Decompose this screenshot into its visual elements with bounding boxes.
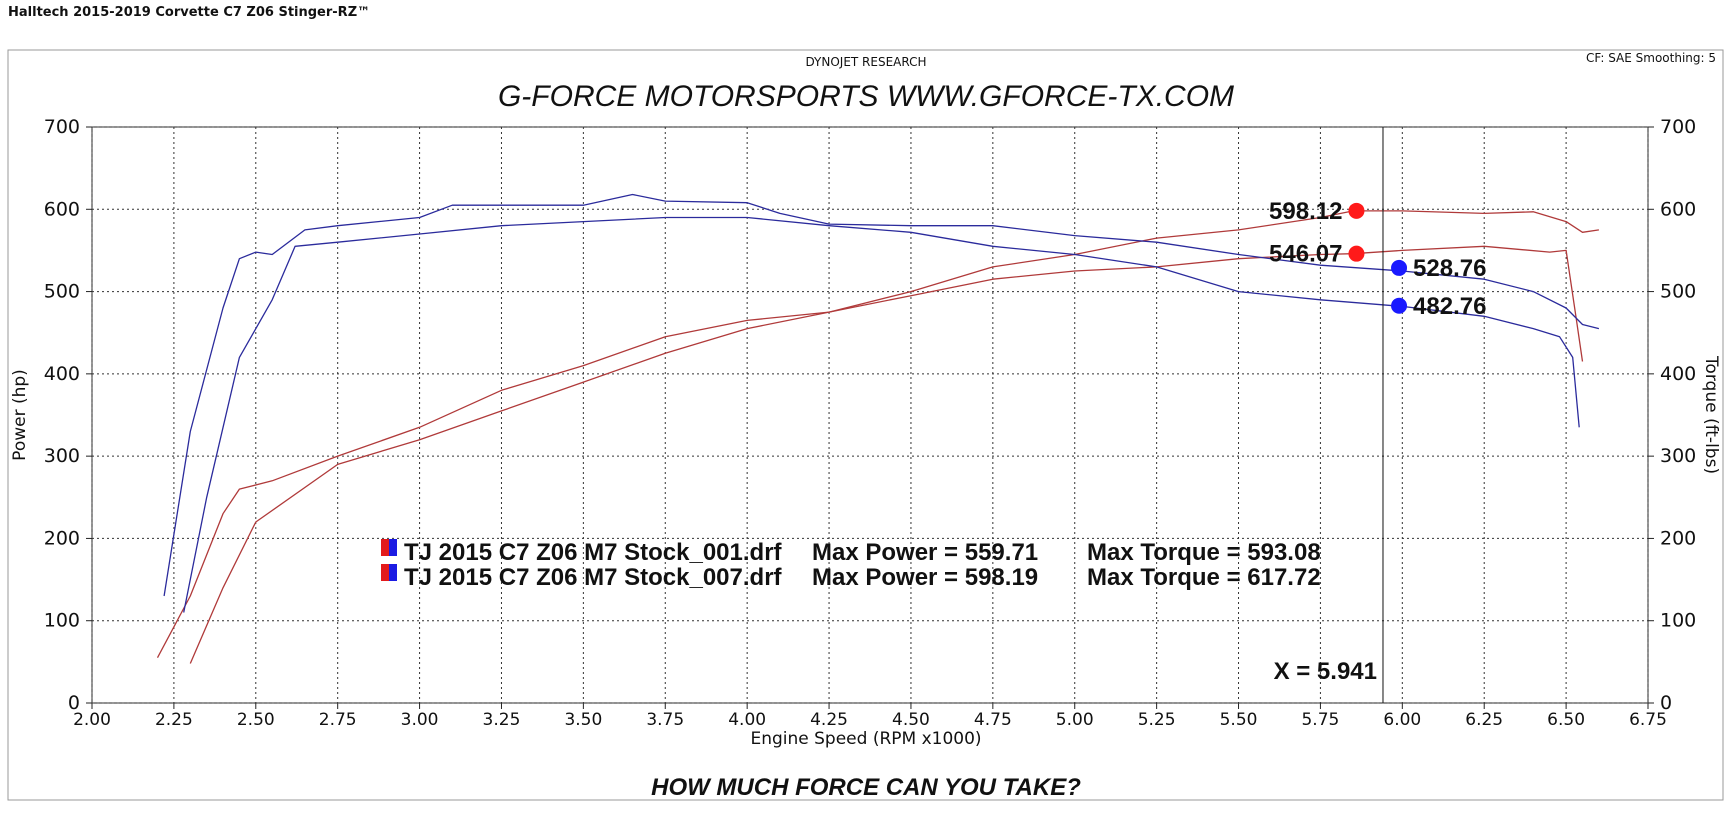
plot-area bbox=[91, 126, 1649, 704]
x-tick-label: 2.25 bbox=[155, 710, 193, 730]
y-tick-label: 400 bbox=[44, 363, 80, 385]
legend-file: TJ 2015 C7 Z06 M7 Stock_007.drf bbox=[404, 564, 783, 591]
x-tick-label: 6.75 bbox=[1629, 710, 1667, 730]
y2-tick-label: 400 bbox=[1660, 363, 1696, 385]
marker bbox=[1348, 245, 1365, 262]
x-tick-label: 2.50 bbox=[237, 710, 275, 730]
x-tick-label: 6.25 bbox=[1465, 710, 1503, 730]
y-tick-label: 300 bbox=[44, 445, 80, 467]
chart-frame bbox=[7, 49, 1724, 801]
x-tick-label: 3.75 bbox=[646, 710, 684, 730]
y-axis-label: Power (hp) bbox=[10, 369, 30, 461]
legend-torque: Max Torque = 617.72 bbox=[1087, 564, 1321, 591]
marker-label: 528.76 bbox=[1413, 255, 1486, 282]
y-tick-label: 100 bbox=[44, 610, 80, 632]
header: Halltech 2015-2019 Corvette C7 Z06 Sting… bbox=[8, 5, 370, 20]
x-tick-label: 4.50 bbox=[892, 710, 930, 730]
y2-tick-label: 0 bbox=[1660, 692, 1672, 714]
marker-label: 598.12 bbox=[1269, 198, 1342, 225]
x-tick-label: 3.25 bbox=[483, 710, 521, 730]
marker-label: 482.76 bbox=[1413, 293, 1486, 320]
cursor-label: X = 5.941 bbox=[1274, 658, 1377, 685]
legend-swatch bbox=[381, 564, 389, 581]
y-tick-label: 500 bbox=[44, 281, 80, 303]
legend-swatch bbox=[381, 539, 389, 556]
series-line bbox=[156, 210, 1599, 659]
x-axis-label: Engine Speed (RPM x1000) bbox=[750, 729, 981, 749]
series-line bbox=[183, 216, 1580, 613]
x-tick-label: 4.25 bbox=[810, 710, 848, 730]
marker bbox=[1348, 202, 1365, 219]
y2-tick-label: 700 bbox=[1660, 116, 1696, 138]
marker bbox=[1391, 259, 1408, 276]
chart-title: G-FORCE MOTORSPORTS WWW.GFORCE-TX.COM bbox=[498, 80, 1234, 113]
x-tick-label: 2.75 bbox=[319, 710, 357, 730]
x-tick-label: 5.75 bbox=[1301, 710, 1339, 730]
x-tick-label: 3.00 bbox=[401, 710, 439, 730]
marker-label: 546.07 bbox=[1269, 241, 1342, 268]
x-tick-label: 6.50 bbox=[1547, 710, 1585, 730]
legend-torque: Max Torque = 593.08 bbox=[1087, 539, 1321, 566]
y2-tick-label: 100 bbox=[1660, 610, 1696, 632]
x-tick-label: 2.00 bbox=[73, 710, 111, 730]
legend-power: Max Power = 559.71 bbox=[812, 539, 1038, 566]
footer: HOW MUCH FORCE CAN YOU TAKE? bbox=[651, 774, 1081, 801]
x-tick-label: 3.50 bbox=[564, 710, 602, 730]
marker bbox=[1391, 297, 1408, 314]
y-tick-label: 0 bbox=[68, 692, 80, 714]
series-line bbox=[163, 193, 1600, 597]
source: DYNOJET RESEARCH bbox=[805, 55, 926, 69]
x-tick-label: 5.50 bbox=[1220, 710, 1258, 730]
y2-tick-label: 600 bbox=[1660, 198, 1696, 220]
legend-swatch bbox=[389, 564, 397, 581]
x-tick-label: 4.75 bbox=[974, 710, 1012, 730]
legend-file: TJ 2015 C7 Z06 M7 Stock_001.drf bbox=[404, 539, 783, 566]
y2-tick-label: 300 bbox=[1660, 445, 1696, 467]
x-tick-label: 4.00 bbox=[728, 710, 766, 730]
legend-swatch bbox=[389, 539, 397, 556]
y-tick-label: 600 bbox=[44, 198, 80, 220]
y-tick-label: 200 bbox=[44, 527, 80, 549]
x-tick-label: 5.00 bbox=[1056, 710, 1094, 730]
settings: CF: SAE Smoothing: 5 bbox=[1586, 51, 1716, 65]
x-tick-label: 5.25 bbox=[1138, 710, 1176, 730]
series-line bbox=[189, 245, 1584, 664]
y2-tick-label: 200 bbox=[1660, 527, 1696, 549]
x-tick-label: 6.00 bbox=[1383, 710, 1421, 730]
y2-axis-label: Torque (ft-lbs) bbox=[1701, 355, 1721, 474]
y2-tick-label: 500 bbox=[1660, 281, 1696, 303]
legend-power: Max Power = 598.19 bbox=[812, 564, 1038, 591]
y-tick-label: 700 bbox=[44, 116, 80, 138]
